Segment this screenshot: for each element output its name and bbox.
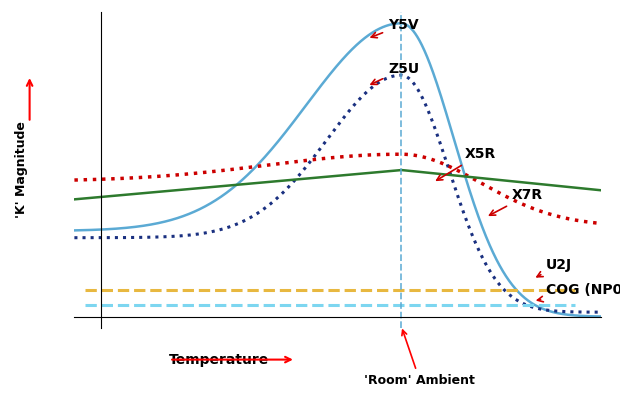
Text: Y5V: Y5V (371, 18, 419, 38)
Text: 'Room' Ambient: 'Room' Ambient (365, 330, 475, 387)
Text: 'K' Magnitude: 'K' Magnitude (16, 122, 28, 218)
Text: Z5U: Z5U (371, 62, 419, 84)
Text: X5R: X5R (436, 147, 495, 180)
Text: Temperature: Temperature (169, 353, 270, 367)
Text: COG (NP0): COG (NP0) (538, 283, 620, 302)
Text: X7R: X7R (490, 188, 543, 215)
Text: U2J: U2J (537, 258, 572, 277)
